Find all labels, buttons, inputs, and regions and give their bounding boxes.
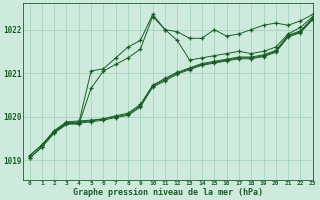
X-axis label: Graphe pression niveau de la mer (hPa): Graphe pression niveau de la mer (hPa) [73,188,263,197]
